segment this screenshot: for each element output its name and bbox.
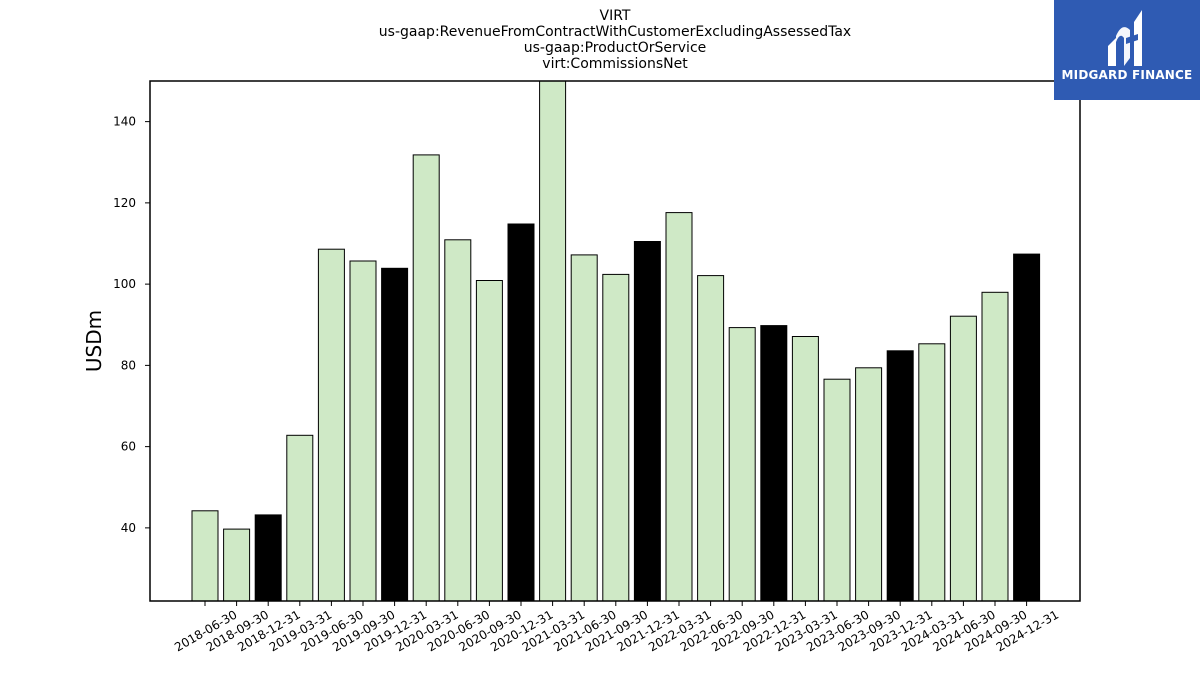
bar-2021-09-30 xyxy=(602,273,630,601)
bar-2021-06-30 xyxy=(570,254,598,601)
bar-2019-03-31 xyxy=(286,434,314,601)
brand-logo: MIDGARD FINANCE xyxy=(1054,0,1200,100)
bar-2018-12-31 xyxy=(254,514,282,601)
bar-2023-03-31 xyxy=(791,336,819,601)
bar-2024-09-30 xyxy=(981,291,1009,601)
plot-frame xyxy=(149,80,1081,602)
bar-2022-03-31 xyxy=(665,212,693,601)
chart-title-line-4: virt:CommissionsNet xyxy=(542,56,688,72)
y-axis-label: USDm xyxy=(82,310,106,372)
y-tick-label: 100 xyxy=(113,277,136,291)
chart-title-line-1: VIRT xyxy=(600,8,631,24)
bar-2020-03-31 xyxy=(412,154,440,601)
bar-2021-03-31 xyxy=(539,81,567,601)
y-tick-label: 80 xyxy=(121,358,136,372)
bar-2024-03-31 xyxy=(918,343,946,601)
bar-2019-06-30 xyxy=(317,248,345,601)
bar-2024-06-30 xyxy=(949,315,977,601)
y-tick-label: 60 xyxy=(121,440,136,454)
y-tick-label: 120 xyxy=(113,196,136,210)
chart-title: VIRT us-gaap:RevenueFromContractWithCust… xyxy=(379,8,851,72)
bar-2021-12-31 xyxy=(633,241,661,601)
bar-2019-09-30 xyxy=(349,260,377,601)
bar-2020-12-31 xyxy=(507,223,535,601)
bars xyxy=(191,81,1041,601)
bar-2022-09-30 xyxy=(728,327,756,601)
bar-2024-12-31 xyxy=(1013,253,1041,601)
bar-2020-06-30 xyxy=(444,239,472,601)
y-tick-label: 40 xyxy=(121,521,136,535)
bar-2023-06-30 xyxy=(823,378,851,601)
bar-2019-12-31 xyxy=(381,267,409,601)
x-axis: 2018-06-302018-09-302018-12-312019-03-31… xyxy=(172,601,1061,654)
bar-2022-06-30 xyxy=(697,275,725,601)
y-tick-label: 140 xyxy=(113,115,136,129)
bar-2023-09-30 xyxy=(855,367,883,601)
y-axis: 40 60 80 100 120 140 xyxy=(113,115,150,535)
bar-2018-06-30 xyxy=(191,510,219,601)
brand-name: MIDGARD FINANCE xyxy=(1061,68,1193,82)
bar-2023-12-31 xyxy=(886,350,914,601)
bar-2018-09-30 xyxy=(223,528,251,601)
bar-2020-09-30 xyxy=(475,280,503,601)
midgard-logo-icon xyxy=(1108,10,1142,66)
chart-title-line-2: us-gaap:RevenueFromContractWithCustomerE… xyxy=(379,24,851,40)
chart-title-line-3: us-gaap:ProductOrService xyxy=(524,40,707,56)
bar-2022-12-31 xyxy=(760,325,788,601)
